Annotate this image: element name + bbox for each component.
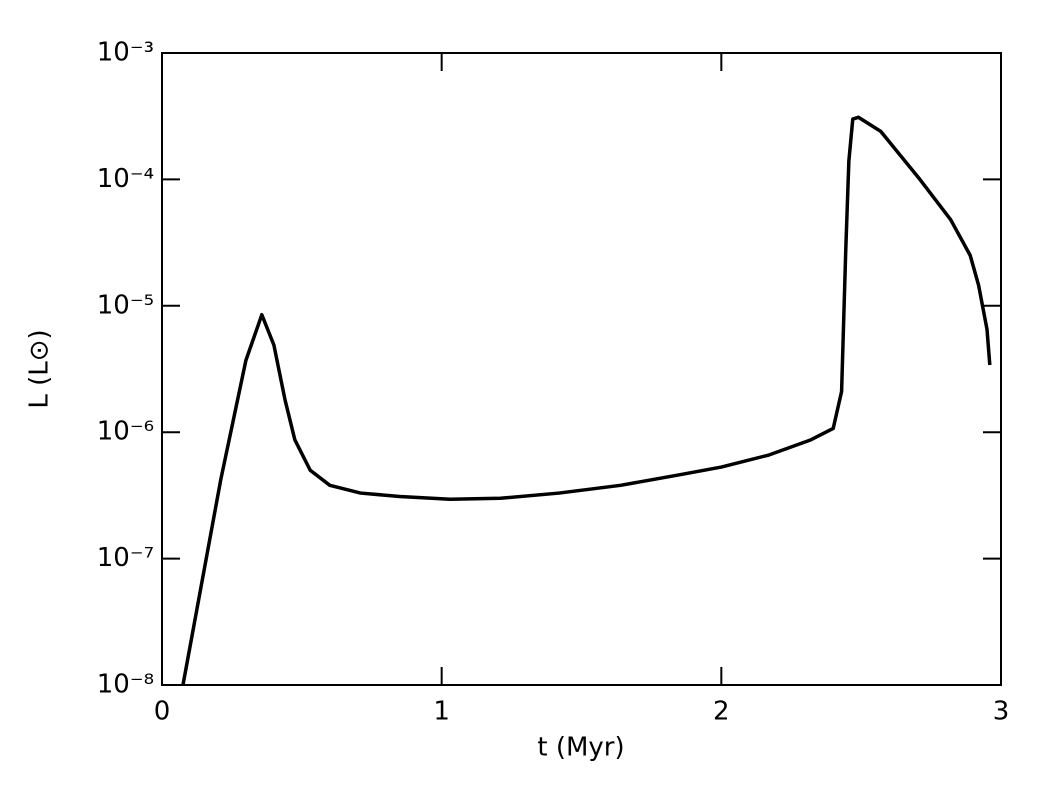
- plot-frame: [161, 52, 1002, 686]
- y-tick-label: 10⁻⁸: [97, 670, 154, 700]
- y-tick-label: 10⁻⁶: [97, 417, 154, 447]
- y-axis-label: L (L⊙): [25, 329, 55, 408]
- x-tick-label: 0: [154, 697, 171, 727]
- x-axis-label: t (Myr): [537, 733, 624, 763]
- y-tick-label: 10⁻⁷: [97, 543, 154, 573]
- x-tick-label: 3: [993, 697, 1010, 727]
- data-line: [181, 115, 992, 686]
- y-tick-label: 10⁻⁵: [97, 290, 154, 320]
- x-tick-label: 2: [713, 697, 730, 727]
- y-tick-label: 10⁻⁴: [97, 164, 154, 194]
- x-tick-label: 1: [433, 697, 450, 727]
- y-tick-label: 10⁻³: [97, 38, 154, 68]
